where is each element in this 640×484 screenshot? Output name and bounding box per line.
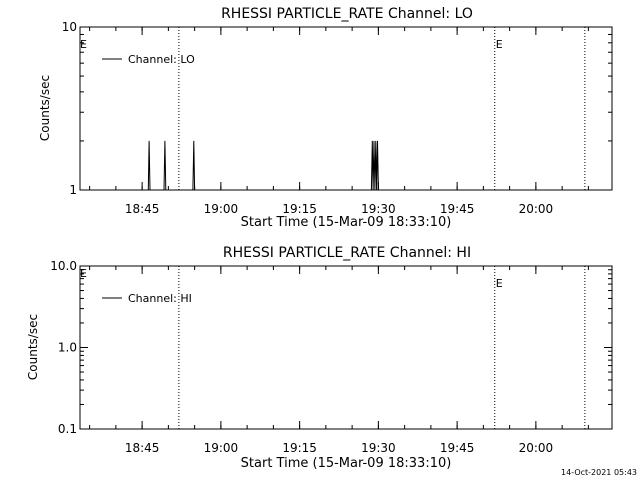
- x-tick-label: 19:30: [361, 202, 396, 216]
- event-marker-label: E: [496, 277, 503, 290]
- x-tick-label: 19:00: [204, 441, 239, 455]
- plot-frame: [79, 26, 613, 191]
- y-axis-label: Counts/sec: [38, 75, 52, 141]
- y-tick-label: 10: [62, 20, 77, 34]
- event-marker-label: E: [496, 38, 503, 51]
- x-axis-label: Start Time (15-Mar-09 18:33:10): [241, 215, 452, 230]
- panel-title: RHESSI PARTICLE_RATE Channel: HI: [223, 245, 471, 261]
- x-tick-label: 19:45: [440, 441, 475, 455]
- footer-timestamp: 14-Oct-2021 05:43: [561, 468, 637, 477]
- panel-title: RHESSI PARTICLE_RATE Channel: LO: [221, 6, 473, 22]
- y-tick-label: 10.0: [50, 259, 77, 273]
- x-tick-label: 19:15: [282, 202, 317, 216]
- series-line: [147, 140, 379, 191]
- x-axis-label: Start Time (15-Mar-09 18:33:10): [241, 456, 452, 471]
- plot-frame: [79, 265, 613, 430]
- y-tick-label: 0.1: [58, 422, 77, 436]
- x-tick-label: 19:00: [204, 202, 239, 216]
- legend-entry-label: Channel: HI: [128, 292, 192, 305]
- hi-channel-panel: RHESSI PARTICLE_RATE Channel: HI Counts/…: [26, 245, 613, 471]
- x-tick-label: 18:45: [125, 441, 160, 455]
- y-axis-label: Counts/sec: [26, 314, 40, 380]
- start-marker-label: E: [80, 38, 87, 51]
- x-tick-label: 20:00: [519, 441, 554, 455]
- x-tick-label: 19:30: [361, 441, 396, 455]
- y-tick-label: 1: [69, 183, 77, 197]
- legend-entry-label: Channel: LO: [128, 53, 195, 66]
- y-tick-label: 1.0: [58, 341, 77, 355]
- x-tick-label: 19:45: [440, 202, 475, 216]
- lo-channel-panel: RHESSI PARTICLE_RATE Channel: LO Counts/…: [38, 6, 613, 230]
- x-tick-label: 19:15: [282, 441, 317, 455]
- x-tick-label: 18:45: [125, 202, 160, 216]
- x-tick-label: 20:00: [519, 202, 554, 216]
